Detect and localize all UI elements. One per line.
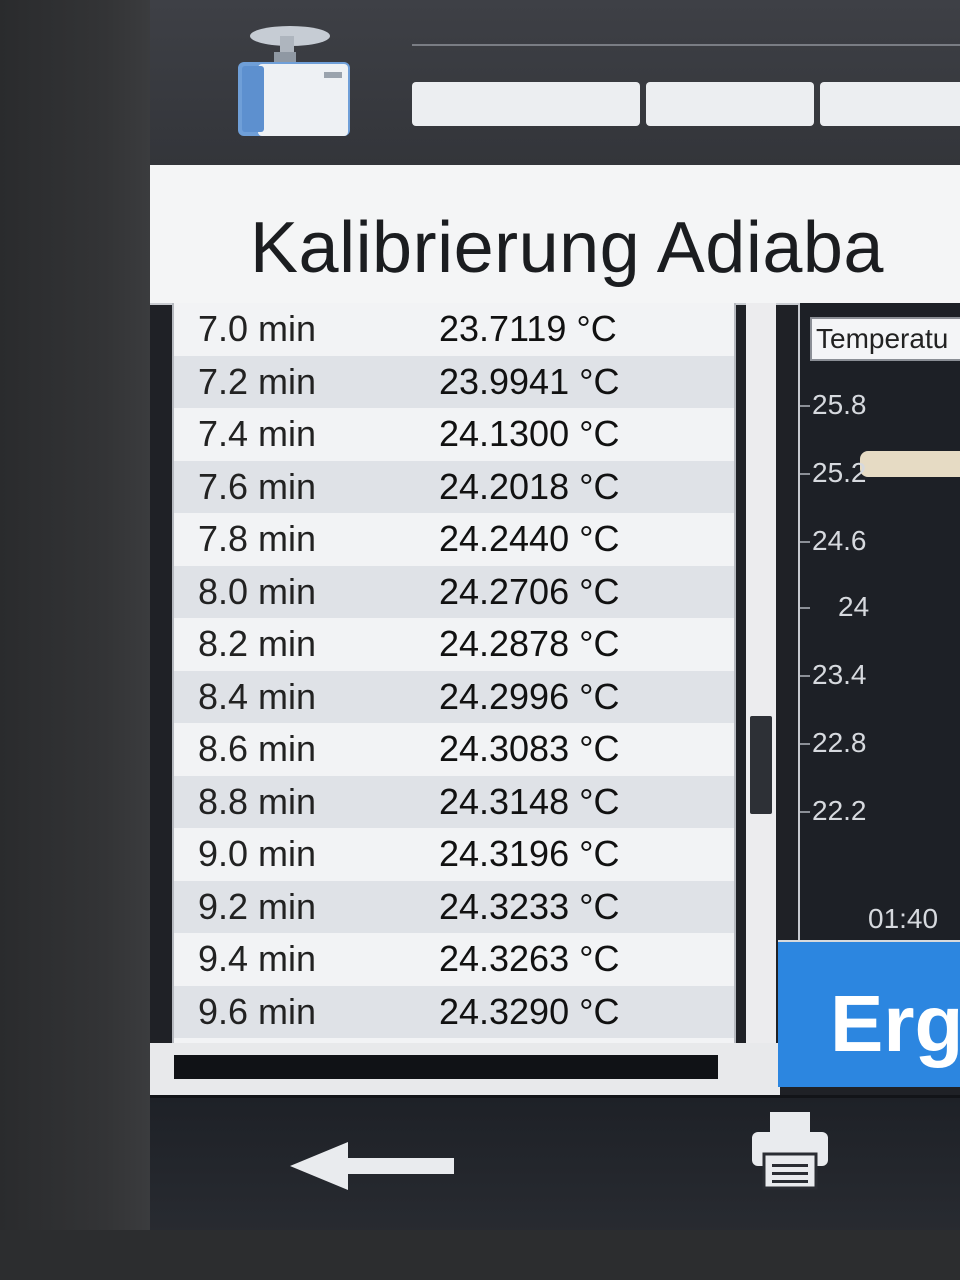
reading-temp: 24.1300 °C bbox=[438, 413, 620, 455]
screen: Kalibrierung Adiaba 7.0 min 23.7119 °C 7… bbox=[150, 0, 960, 1230]
y-tick-label: 22.2 bbox=[812, 795, 867, 826]
page-title: Kalibrierung Adiaba bbox=[250, 208, 884, 288]
list-item: 8.0 min 24.2706 °C bbox=[174, 565, 734, 618]
printer-icon[interactable] bbox=[748, 1108, 832, 1192]
list-item: 9.2 min 24.3233 °C bbox=[174, 880, 734, 933]
tab-strip bbox=[412, 82, 960, 126]
reading-time: 9.6 min bbox=[198, 990, 317, 1032]
reading-time: 7.6 min bbox=[198, 465, 317, 507]
y-tick-mark bbox=[800, 405, 810, 407]
list-item: 7.8 min 24.2440 °C bbox=[174, 513, 734, 566]
results-button-label: Erg bbox=[830, 979, 960, 1068]
reading-time: 8.4 min bbox=[198, 675, 317, 717]
reading-time: 9.0 min bbox=[198, 833, 317, 875]
reading-temp: 24.2878 °C bbox=[438, 623, 620, 665]
device-bezel-bottom bbox=[0, 1230, 960, 1280]
reading-temp: 24.2018 °C bbox=[438, 465, 620, 507]
reading-time: 7.0 min bbox=[198, 308, 317, 350]
reading-temp: 23.7119 °C bbox=[438, 308, 617, 350]
list-item: 8.8 min 24.3148 °C bbox=[174, 775, 734, 828]
y-tick-mark bbox=[800, 811, 810, 813]
reading-time: 8.8 min bbox=[198, 780, 317, 822]
reading-time: 9.2 min bbox=[198, 885, 317, 927]
header-divider bbox=[412, 44, 960, 46]
reading-temp: 24.2440 °C bbox=[438, 518, 620, 560]
tab-3[interactable] bbox=[820, 82, 960, 126]
list-item: 7.0 min 23.7119 °C bbox=[174, 303, 734, 356]
reading-temp: 24.3196 °C bbox=[438, 833, 620, 875]
y-tick-label: 25.2 bbox=[812, 457, 867, 488]
y-tick-mark bbox=[800, 473, 810, 475]
y-tick-label: 23.4 bbox=[812, 659, 867, 690]
reading-temp: 24.3148 °C bbox=[438, 780, 620, 822]
reading-time: 8.6 min bbox=[198, 728, 317, 770]
reading-temp: 24.3290 °C bbox=[438, 990, 620, 1032]
list-item: 8.4 min 24.2996 °C bbox=[174, 670, 734, 723]
list-item: 8.6 min 24.3083 °C bbox=[174, 723, 734, 776]
list-scrollbar-track[interactable] bbox=[746, 303, 776, 1043]
list-item: 8.2 min 24.2878 °C bbox=[174, 618, 734, 671]
title-bar: Kalibrierung Adiaba bbox=[150, 165, 960, 305]
list-item: 9.4 min 24.3263 °C bbox=[174, 933, 734, 986]
y-tick-label: 24.6 bbox=[812, 525, 867, 556]
reading-temp: 24.2706 °C bbox=[438, 570, 620, 612]
reading-temp: 24.3263 °C bbox=[438, 938, 620, 980]
calorimeter-icon bbox=[238, 26, 350, 136]
y-tick-label: 22.8 bbox=[812, 727, 867, 758]
list-item: 7.4 min 24.1300 °C bbox=[174, 408, 734, 461]
y-tick-mark bbox=[800, 607, 810, 609]
horizontal-scrollbar[interactable] bbox=[174, 1055, 718, 1079]
results-button[interactable]: Erg bbox=[778, 940, 960, 1087]
bottom-nav bbox=[150, 1095, 960, 1230]
reading-time: 9.4 min bbox=[198, 938, 317, 980]
reading-time: 7.4 min bbox=[198, 413, 317, 455]
list-item: 7.6 min 24.2018 °C bbox=[174, 460, 734, 513]
y-tick-mark bbox=[800, 743, 810, 745]
temperature-curve bbox=[860, 451, 960, 477]
reading-temp: 23.9941 °C bbox=[438, 360, 620, 402]
y-tick-mark bbox=[800, 675, 810, 677]
list-item: 9.0 min 24.3196 °C bbox=[174, 828, 734, 881]
readings-list[interactable]: 7.0 min 23.7119 °C 7.2 min 23.9941 °C 7.… bbox=[172, 303, 736, 1043]
reading-time: 7.2 min bbox=[198, 360, 317, 402]
list-scrollbar-thumb[interactable] bbox=[750, 716, 772, 814]
y-tick-mark bbox=[800, 541, 810, 543]
temperature-chart: Temperatu 25.8 25.2 24.6 24 23.4 22.8 22… bbox=[798, 303, 960, 943]
list-item: 9.6 min 24.3290 °C bbox=[174, 985, 734, 1038]
device-bezel-left bbox=[0, 0, 150, 1280]
reading-temp: 24.3083 °C bbox=[438, 728, 620, 770]
reading-time: 8.2 min bbox=[198, 623, 317, 665]
y-tick-label: 25.8 bbox=[812, 389, 867, 420]
list-item: 7.2 min 23.9941 °C bbox=[174, 355, 734, 408]
reading-time: 8.0 min bbox=[198, 570, 317, 612]
back-arrow-icon[interactable] bbox=[290, 1136, 460, 1196]
reading-time: 7.8 min bbox=[198, 518, 317, 560]
reading-temp: 24.3233 °C bbox=[438, 885, 620, 927]
chart-label: Temperatu bbox=[810, 317, 960, 361]
tab-2[interactable] bbox=[646, 82, 814, 126]
reading-temp: 24.2996 °C bbox=[438, 675, 620, 717]
top-bar bbox=[150, 0, 960, 165]
tab-1[interactable] bbox=[412, 82, 640, 126]
y-tick-label: 24 bbox=[838, 591, 870, 622]
x-tick-label: 01:40 bbox=[868, 903, 939, 934]
